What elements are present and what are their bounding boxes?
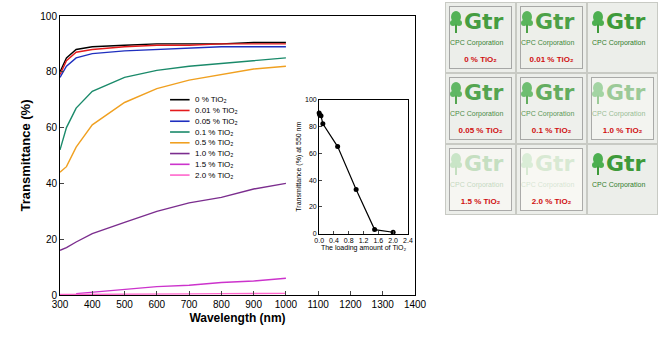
svg-text:100: 100 <box>305 96 317 103</box>
svg-text:300: 300 <box>52 299 69 310</box>
svg-text:2.0: 2.0 <box>388 237 398 244</box>
svg-text:800: 800 <box>213 299 230 310</box>
svg-text:700: 700 <box>181 299 198 310</box>
html-text:0.01 % TiO₂: 0.01 % TiO₂ <box>529 55 574 64</box>
html-text:Gtr: Gtr <box>535 80 575 105</box>
html-text:2.0 % TiO₂: 2.0 % TiO₂ <box>531 197 572 206</box>
html-text:CPC Corporation: CPC Corporation <box>450 181 504 188</box>
svg-text:0.4: 0.4 <box>329 237 339 244</box>
html-text:Gtr: Gtr <box>535 151 575 176</box>
svg-text:1200: 1200 <box>339 299 362 310</box>
svg-text:Transmittance (%) at 550 nm: Transmittance (%) at 550 nm <box>295 121 303 211</box>
svg-text:900: 900 <box>245 299 262 310</box>
html-text:Gtr: Gtr <box>464 9 504 34</box>
html-text:1.5 % TiO₂: 1.5 % TiO₂ <box>460 197 501 206</box>
svg-text:100: 100 <box>40 11 57 22</box>
svg-text:2.4: 2.4 <box>403 237 413 244</box>
html-text:CPC Corporation: CPC Corporation <box>592 110 646 117</box>
svg-text:0.0: 0.0 <box>314 237 324 244</box>
svg-text:40: 40 <box>309 177 317 184</box>
html-text:Gtr: Gtr <box>464 80 504 105</box>
svg-text:1.0 % TiO₂: 1.0 % TiO₂ <box>195 149 233 158</box>
html-text:CPC Corporation: CPC Corporation <box>592 181 646 188</box>
html-text:CPC Corporation: CPC Corporation <box>521 39 575 46</box>
svg-text:1300: 1300 <box>372 299 395 310</box>
svg-text:0: 0 <box>313 230 317 237</box>
svg-text:80: 80 <box>309 123 317 130</box>
svg-text:1.5 % TiO₂: 1.5 % TiO₂ <box>195 160 233 169</box>
svg-text:400: 400 <box>84 299 101 310</box>
html-text:CPC Corporation: CPC Corporation <box>450 110 504 117</box>
svg-text:1100: 1100 <box>307 299 329 310</box>
svg-text:80: 80 <box>46 66 58 77</box>
svg-text:0.01 % TiO₂: 0.01 % TiO₂ <box>195 106 238 115</box>
svg-text:20: 20 <box>46 234 58 245</box>
svg-text:0.05 % TiO₂: 0.05 % TiO₂ <box>195 117 238 126</box>
svg-text:0 % TiO₂: 0 % TiO₂ <box>195 95 227 104</box>
html-text:Gtr: Gtr <box>464 151 504 176</box>
html-text:CPC Corporation: CPC Corporation <box>592 39 646 46</box>
svg-text:600: 600 <box>148 299 165 310</box>
svg-text:Wavelength (nm): Wavelength (nm) <box>189 311 285 325</box>
html-text:Gtr: Gtr <box>535 9 575 34</box>
html-text:Gtr: Gtr <box>606 151 646 176</box>
svg-text:The loading amount of TiO₂: The loading amount of TiO₂ <box>321 244 406 252</box>
html-text:CPC Corporation: CPC Corporation <box>521 181 575 188</box>
svg-text:20: 20 <box>309 203 317 210</box>
html-text:CPC Corporation: CPC Corporation <box>450 39 504 46</box>
html-text:Gtr: Gtr <box>606 9 646 34</box>
html-text:0 % TiO₂: 0 % TiO₂ <box>464 55 497 64</box>
svg-text:0.5 % TiO₂: 0.5 % TiO₂ <box>195 138 233 147</box>
svg-text:60: 60 <box>309 150 317 157</box>
svg-text:500: 500 <box>116 299 133 310</box>
svg-text:1.2: 1.2 <box>359 237 369 244</box>
svg-text:0: 0 <box>51 290 57 301</box>
svg-text:1000: 1000 <box>275 299 298 310</box>
svg-text:1400: 1400 <box>404 299 427 310</box>
html-text:1.0 % TiO₂: 1.0 % TiO₂ <box>602 126 643 135</box>
html-text:CPC Corporation: CPC Corporation <box>521 110 575 117</box>
svg-text:0.1 % TiO₂: 0.1 % TiO₂ <box>195 128 233 137</box>
html-text:Gtr: Gtr <box>606 80 646 105</box>
html-text:0.1 % TiO₂: 0.1 % TiO₂ <box>531 126 572 135</box>
html-text:0.05 % TiO₂: 0.05 % TiO₂ <box>458 126 503 135</box>
svg-text:2.0 % TiO₂: 2.0 % TiO₂ <box>195 171 233 180</box>
svg-text:40: 40 <box>46 178 58 189</box>
svg-text:1.6: 1.6 <box>373 237 383 244</box>
svg-text:Transmittance (%): Transmittance (%) <box>18 100 33 212</box>
svg-text:0.8: 0.8 <box>344 237 354 244</box>
svg-text:60: 60 <box>46 122 58 133</box>
